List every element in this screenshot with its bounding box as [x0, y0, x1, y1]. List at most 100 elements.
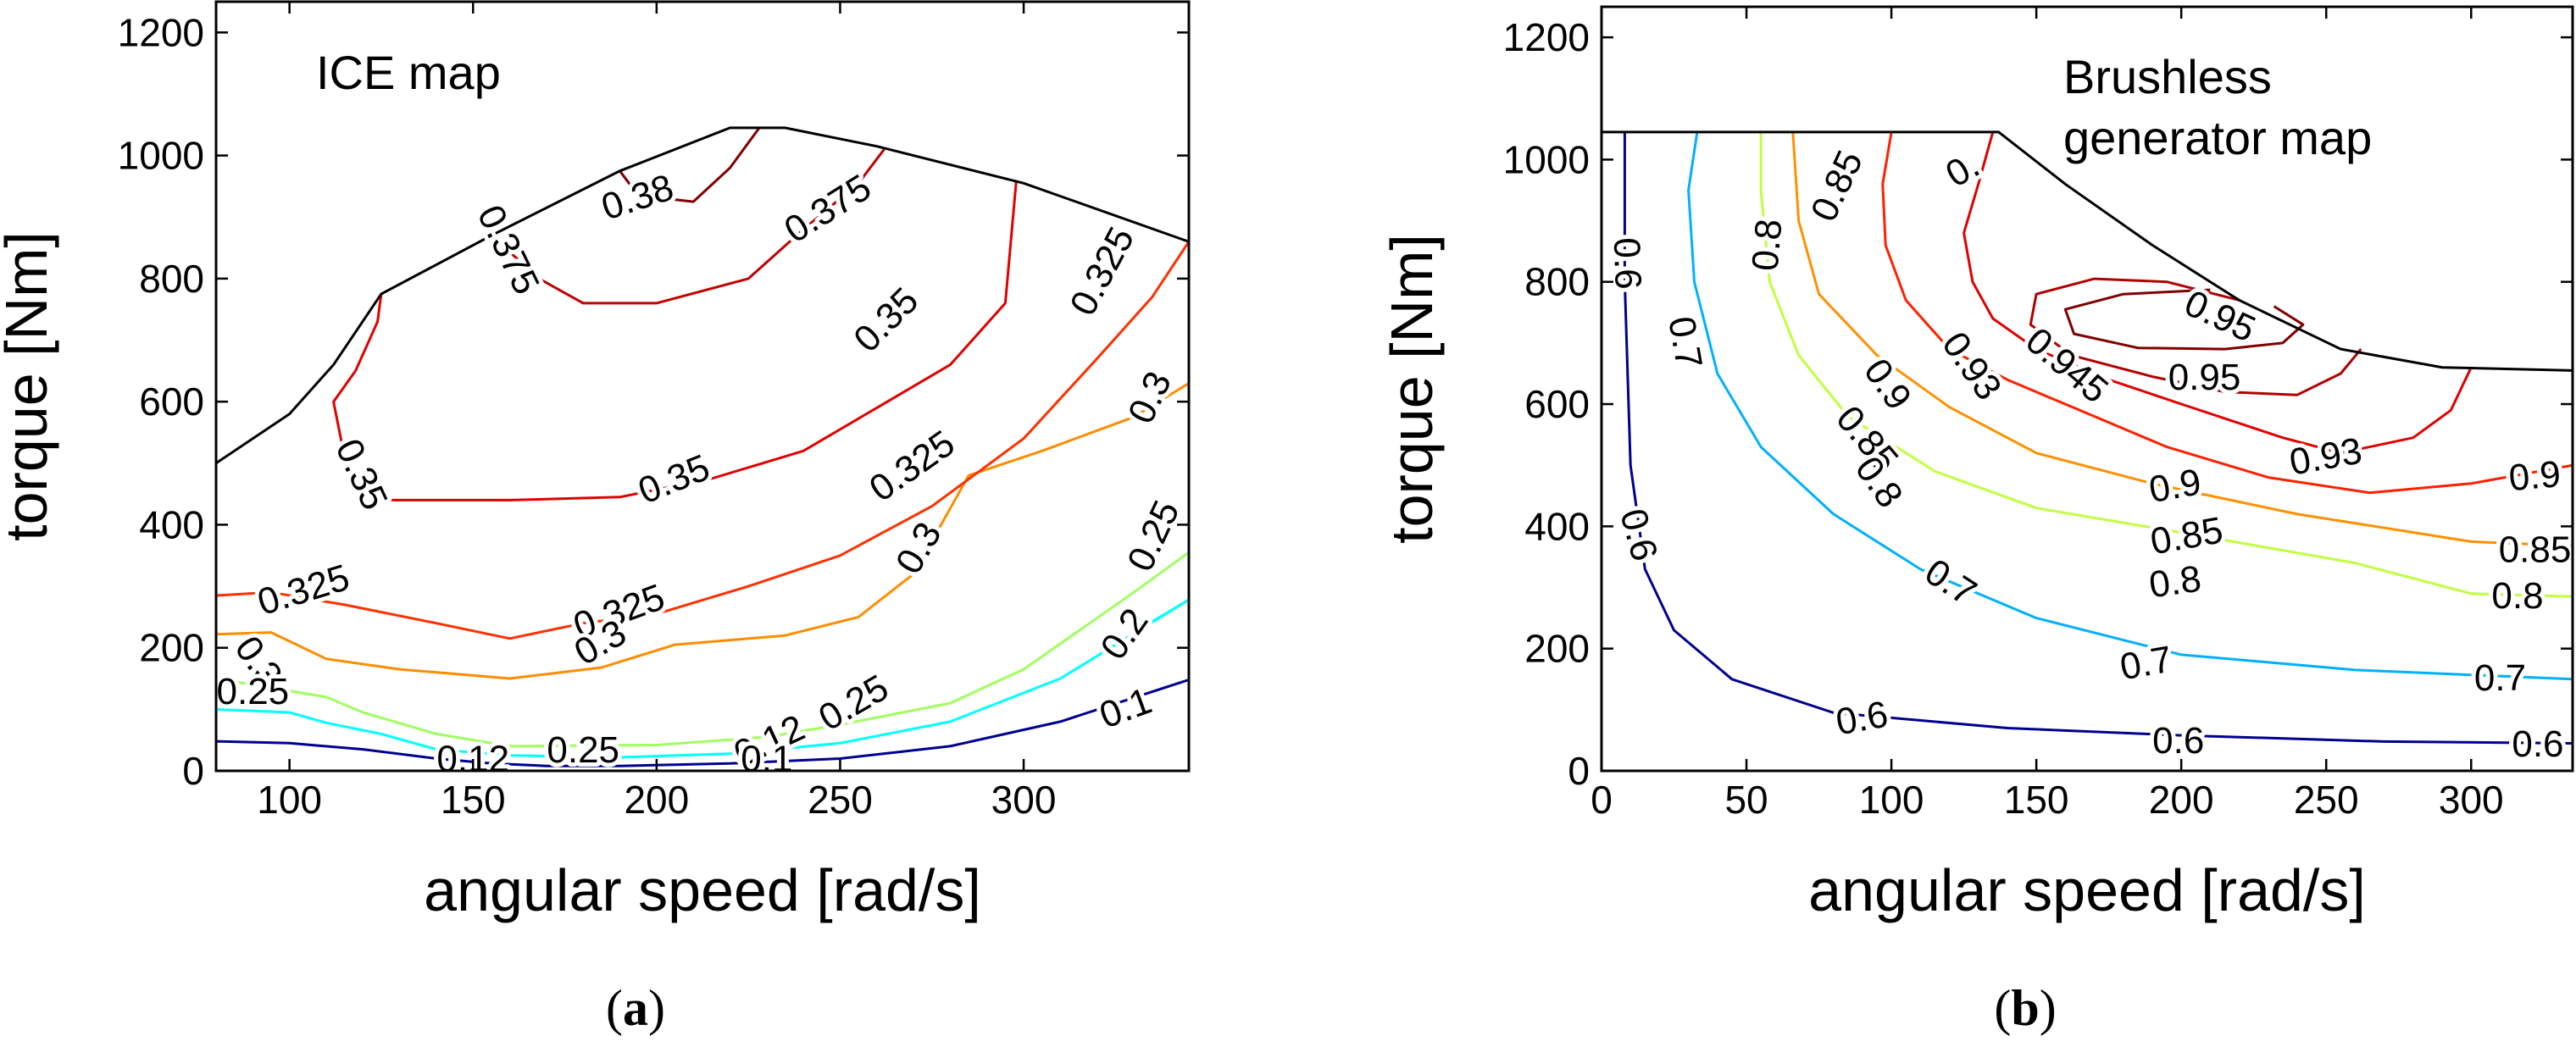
x-tick-label: 150: [2004, 778, 2069, 822]
x-tick-label: 200: [2149, 778, 2214, 822]
max-torque-curve: [1602, 130, 2573, 372]
contour-label: 0.25: [1119, 495, 1188, 578]
panel-caption: (b): [1994, 980, 2056, 1036]
contour-label: 0.6: [2152, 720, 2204, 762]
axes-frame: [1600, 5, 2574, 773]
contour-label: 0.12: [436, 739, 509, 780]
contour-label: 0.8: [1744, 218, 1790, 273]
contour-line-0_325: [216, 241, 1189, 640]
contour-line-0_6: [1623, 131, 2573, 745]
y-tick-label: 800: [139, 257, 204, 301]
y-axis-label: torque [Nm]: [0, 231, 59, 541]
contour-label: 0.25: [217, 671, 290, 712]
y-tick-label: 200: [1524, 627, 1590, 671]
y-tick-label: 1000: [1503, 137, 1590, 181]
contour-label: 0.6: [1606, 237, 1649, 291]
contour-label: 0.85: [2147, 509, 2226, 562]
y-tick-label: 600: [139, 379, 204, 424]
contour-line-0_8: [1759, 131, 2573, 598]
contour-label: 0.6: [1833, 694, 1891, 744]
contour-label: 0.375: [777, 167, 878, 252]
max-torque-curve: [216, 126, 1189, 465]
contour-label: 0.8: [1847, 449, 1911, 515]
contour-label: 0.2: [1092, 601, 1156, 667]
y-tick-label: 400: [1524, 504, 1590, 548]
contour-line-0_1: [216, 679, 1189, 767]
y-axis-label: torque [Nm]: [1379, 234, 1445, 544]
y-tick-label: 600: [1524, 382, 1590, 426]
caption-paren-close: ): [648, 980, 665, 1036]
plot-area: 0.60.70.80.85 0.0.950.9 0.93 0.945 0.950.850…: [1602, 130, 2573, 769]
x-tick-label: 300: [991, 778, 1057, 822]
caption-letter: a: [623, 980, 648, 1036]
contour-label: 0.1: [1094, 680, 1157, 737]
caption-paren-open: (: [1994, 980, 2011, 1036]
panel-b-generator-map: 0.60.70.80.85 0.0.950.9 0.93 0.945 0.950.850…: [1379, 5, 2574, 1036]
contour-label: 0.7: [1918, 551, 1984, 613]
caption-letter: b: [2011, 980, 2039, 1036]
contour-line-0_93: [1963, 131, 2473, 455]
y-tick-label: 1000: [118, 134, 204, 178]
contour-label: 0.95: [2179, 282, 2262, 351]
y-tick-label: 1200: [118, 10, 204, 54]
y-tick-label: 1200: [1503, 15, 1590, 59]
x-tick-label: 300: [2439, 778, 2504, 822]
contour-line-0_38: [619, 127, 761, 203]
contour-label: 0.95: [2168, 357, 2241, 398]
chart-title-line: generator map: [2063, 111, 2372, 164]
x-tick-label: 50: [1724, 778, 1768, 822]
contour-label: 0.1: [741, 739, 792, 780]
panel-caption: (a): [606, 980, 665, 1036]
x-tick-label: 150: [441, 778, 506, 822]
contour-label: 0.35: [327, 433, 396, 516]
contour-label: 0.325: [1062, 220, 1142, 322]
contour-line-0_35: [332, 293, 383, 457]
contour-label: 0.9: [2507, 453, 2562, 499]
y-tick-label: 800: [1524, 260, 1590, 304]
x-tick-label: 250: [2294, 778, 2359, 822]
contour-line-0_12: [216, 598, 1189, 759]
contour-label: 0.9: [2146, 461, 2204, 511]
contour-label: 0.945: [2018, 319, 2116, 411]
x-tick-label: 100: [1859, 778, 1924, 822]
contour-label: 0.7: [1660, 313, 1710, 372]
contour-line-0_25: [216, 551, 1189, 748]
contour-label: 0.: [1939, 144, 1986, 196]
y-tick-label: 400: [139, 502, 204, 546]
contour-label: 0.25: [547, 729, 619, 771]
y-tick-label: 0: [1568, 749, 1590, 793]
contour-label: 0.85: [2499, 529, 2572, 570]
axes-frame: [214, 0, 1191, 773]
contour-label: 0.8: [2146, 558, 2203, 607]
y-tick-label: 0: [182, 749, 204, 793]
x-axis-label: angular speed [rad/s]: [424, 857, 981, 923]
contour-label: 0.7: [2474, 657, 2526, 699]
contour-label: 0.6: [1612, 505, 1665, 566]
contour-line-0_7: [1687, 131, 2573, 681]
contour-line-0_945: [2029, 277, 2362, 396]
contour-line-0_9: [1881, 131, 2573, 495]
contour-label: 0.3: [1120, 365, 1180, 429]
contour-line-0_375: [490, 148, 886, 305]
x-tick-label: 250: [808, 778, 873, 822]
contour-label: 0.325: [862, 423, 962, 510]
contour-line-0_2: [1133, 598, 1189, 634]
contour-label: 0.6: [2512, 723, 2563, 765]
contour-line-0_95: [2063, 288, 2305, 351]
contour-label: 0.93: [1934, 324, 2009, 407]
chart-title: Brushless generator map: [2063, 50, 2372, 164]
contour-line-0_85: [1791, 131, 2573, 547]
contour-label: 0.35: [846, 280, 926, 360]
contour-label: 0.35: [633, 446, 716, 512]
chart-title-line: Brushless: [2063, 50, 2272, 103]
y-tick-label: 200: [139, 626, 204, 670]
contour-line-0_35: [380, 180, 1018, 501]
x-tick-label: 200: [624, 778, 689, 822]
chart-title: ICE map: [316, 46, 501, 99]
x-axis-label: angular speed [rad/s]: [1808, 857, 2366, 923]
contour-label: 0.7: [2117, 639, 2175, 689]
contour-label: 0.325: [253, 557, 354, 623]
